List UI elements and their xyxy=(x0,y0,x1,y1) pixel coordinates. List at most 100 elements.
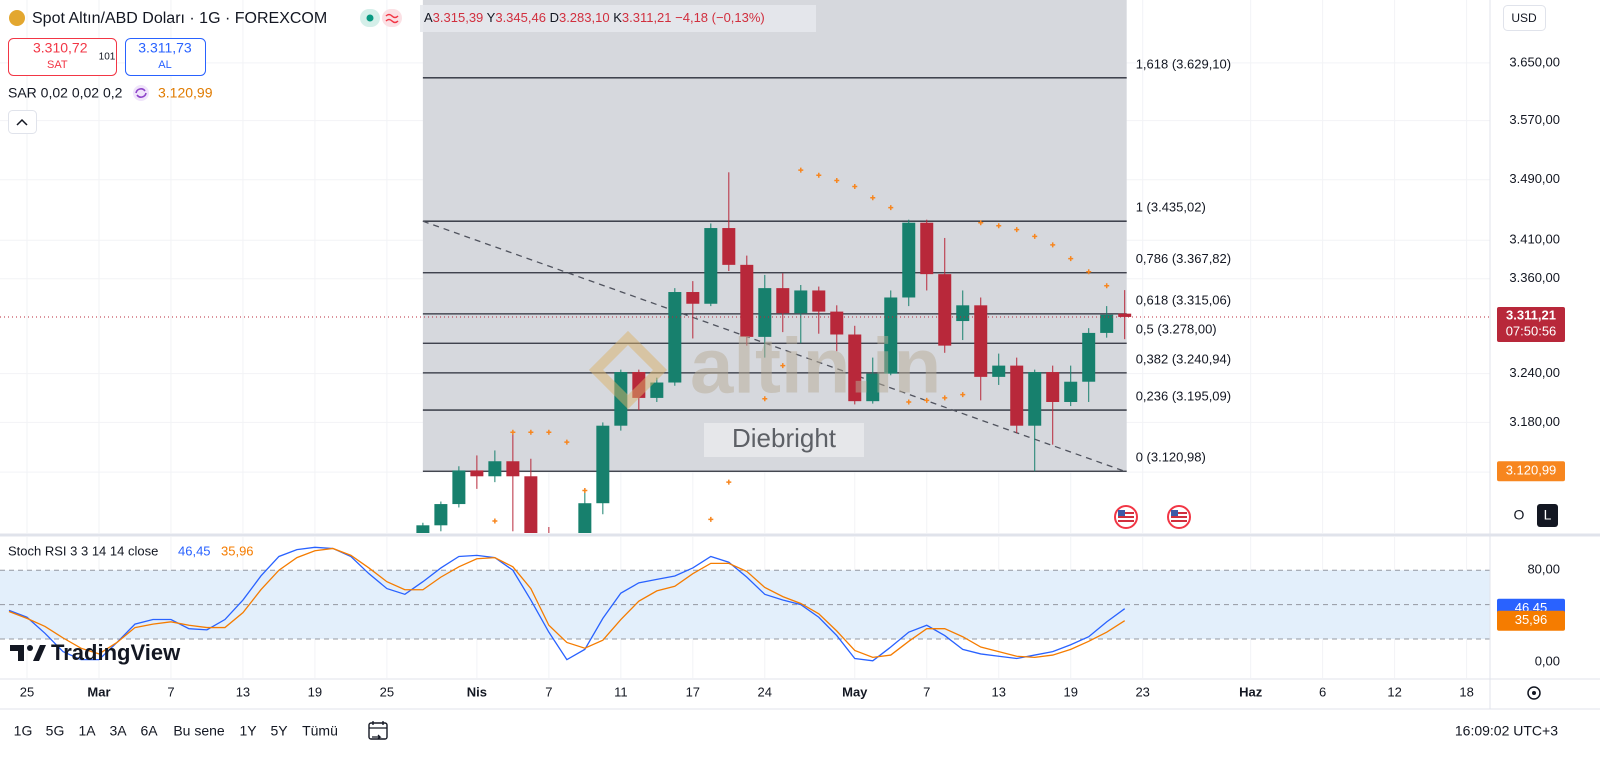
candle-body xyxy=(416,525,430,533)
currency-button[interactable] xyxy=(1503,5,1546,31)
candle-body xyxy=(974,305,988,377)
candle-body xyxy=(758,288,772,337)
candle-body xyxy=(992,365,1006,377)
indicator-icon-glyph xyxy=(135,88,147,98)
candle-body xyxy=(920,222,934,275)
stoch-pane xyxy=(0,537,1490,678)
stoch-k-value: 46,45 xyxy=(178,543,211,558)
candle-body xyxy=(776,288,790,314)
x-tick-label: 6 xyxy=(1319,684,1326,699)
sar-dot xyxy=(942,395,948,401)
timeframe-button[interactable]: 1A xyxy=(78,723,96,739)
watermark-text: altin.in xyxy=(690,322,941,410)
fib-label: 0,786 (3.367,82) xyxy=(1136,251,1231,266)
y-tick-label: 3.360,00 xyxy=(1509,270,1560,285)
ohlc-value: 3.315,39 xyxy=(433,10,484,25)
ohlc-key: Y xyxy=(487,10,496,25)
sar-dot xyxy=(888,205,894,211)
fib-label: 0 (3.120,98) xyxy=(1136,450,1206,465)
candle-body xyxy=(1010,365,1024,426)
candle-body xyxy=(686,292,700,304)
goto-date-button[interactable] xyxy=(368,721,388,740)
timeframe-button[interactable]: Bu sene xyxy=(173,723,225,739)
sar-dot xyxy=(978,220,984,226)
sar-tag-label: 3.120,99 xyxy=(1506,463,1557,478)
stoch-tag-label: 35,96 xyxy=(1515,612,1548,627)
sar-dot xyxy=(564,439,570,445)
sar-dot xyxy=(1086,269,1092,275)
currency: USD xyxy=(1511,11,1537,25)
timeframe-button[interactable]: 1G xyxy=(14,723,33,739)
candle-body xyxy=(668,292,682,383)
fib-label: 0,382 (3.240,94) xyxy=(1136,351,1231,366)
x-tick-label: 25 xyxy=(20,684,34,699)
x-tick-label: Mar xyxy=(87,684,110,699)
timeframe-button[interactable]: Tümü xyxy=(302,723,338,739)
sar-dot xyxy=(708,516,714,522)
sar-dot xyxy=(870,195,876,201)
y-tick-label: 3.570,00 xyxy=(1509,112,1560,127)
stoch-line xyxy=(8,546,1126,662)
buy-price: 3.311,73 xyxy=(138,40,192,56)
sell-button[interactable] xyxy=(8,38,117,76)
ohlc-legend: A3.315,39 Y3.345,46 D3.283,10 K3.311,21 … xyxy=(424,10,765,25)
watermark-box xyxy=(704,423,864,457)
scale-button-auto: L xyxy=(1544,507,1552,523)
trend-line xyxy=(422,220,1125,472)
candle-body xyxy=(902,222,916,298)
buy-button[interactable] xyxy=(125,38,206,76)
stoch-band xyxy=(0,570,1490,640)
event-flag[interactable] xyxy=(1167,505,1191,529)
status-pill[interactable] xyxy=(382,9,402,27)
ohlc-box xyxy=(420,5,816,32)
timeframe-button[interactable]: 1Y xyxy=(239,723,257,739)
fib-label: 0,618 (3.315,06) xyxy=(1136,292,1231,307)
event-flag[interactable] xyxy=(1114,505,1138,529)
status-wave xyxy=(385,13,399,24)
fib-label: 0,5 (3.278,00) xyxy=(1136,322,1217,337)
fib-label: 0,236 (3.195,09) xyxy=(1136,389,1231,404)
y-tick-label: 3.240,00 xyxy=(1509,365,1560,380)
scale-button-log[interactable]: O xyxy=(1514,507,1525,523)
sar-dot xyxy=(996,223,1002,229)
sar-dot xyxy=(1014,227,1020,233)
candle-body xyxy=(506,461,520,477)
sar-dot xyxy=(834,178,840,184)
stoch-line xyxy=(8,547,1126,659)
sar-dot xyxy=(960,392,966,398)
candle-body xyxy=(884,297,898,374)
price-pane: 1,618 (3.629,10) 1 (3.435,02) 0,786 (3.367… xyxy=(0,0,1490,533)
x-tick-label: 11 xyxy=(614,684,628,699)
stoch-tick-label: 80,00 xyxy=(1527,562,1560,577)
ohlc-key: K xyxy=(613,10,622,25)
sar-dot xyxy=(492,518,498,524)
last-price-tag xyxy=(1497,306,1565,342)
brand-mark xyxy=(27,645,33,651)
candle-body xyxy=(1064,381,1078,402)
timeframe-button[interactable]: 3A xyxy=(109,723,127,739)
stoch-d-value: 35,96 xyxy=(221,543,254,558)
sar-dot xyxy=(1032,233,1038,239)
ohlc-value: 3.345,46 xyxy=(495,10,546,25)
sar-dot xyxy=(528,429,534,435)
watermark-author: Diebright xyxy=(732,423,837,453)
x-tick-label: 18 xyxy=(1459,684,1473,699)
timeframe-button[interactable]: 5G xyxy=(46,723,65,739)
branding: TradingView xyxy=(10,640,181,665)
candle-body xyxy=(794,290,808,314)
sar-dot xyxy=(1050,242,1056,248)
timeframe-button[interactable]: 6A xyxy=(140,723,158,739)
timeframe-button[interactable]: 5Y xyxy=(270,723,288,739)
x-tick-label: 24 xyxy=(758,684,772,699)
fib-label: 1 (3.435,02) xyxy=(1136,200,1206,215)
y-tick-label: 3.650,00 xyxy=(1509,54,1560,69)
scale-button-box[interactable] xyxy=(1537,504,1558,527)
flag-canton xyxy=(1171,510,1178,516)
sell-label: SAT xyxy=(47,59,68,71)
y-tick-label: 3.410,00 xyxy=(1509,232,1560,247)
collapse-button[interactable] xyxy=(8,110,37,134)
spread: 101 xyxy=(99,52,116,63)
last-price-label: 3.311,21 xyxy=(1506,307,1556,322)
settings-icon[interactable] xyxy=(1527,686,1541,700)
indicator-icon[interactable] xyxy=(133,85,149,101)
